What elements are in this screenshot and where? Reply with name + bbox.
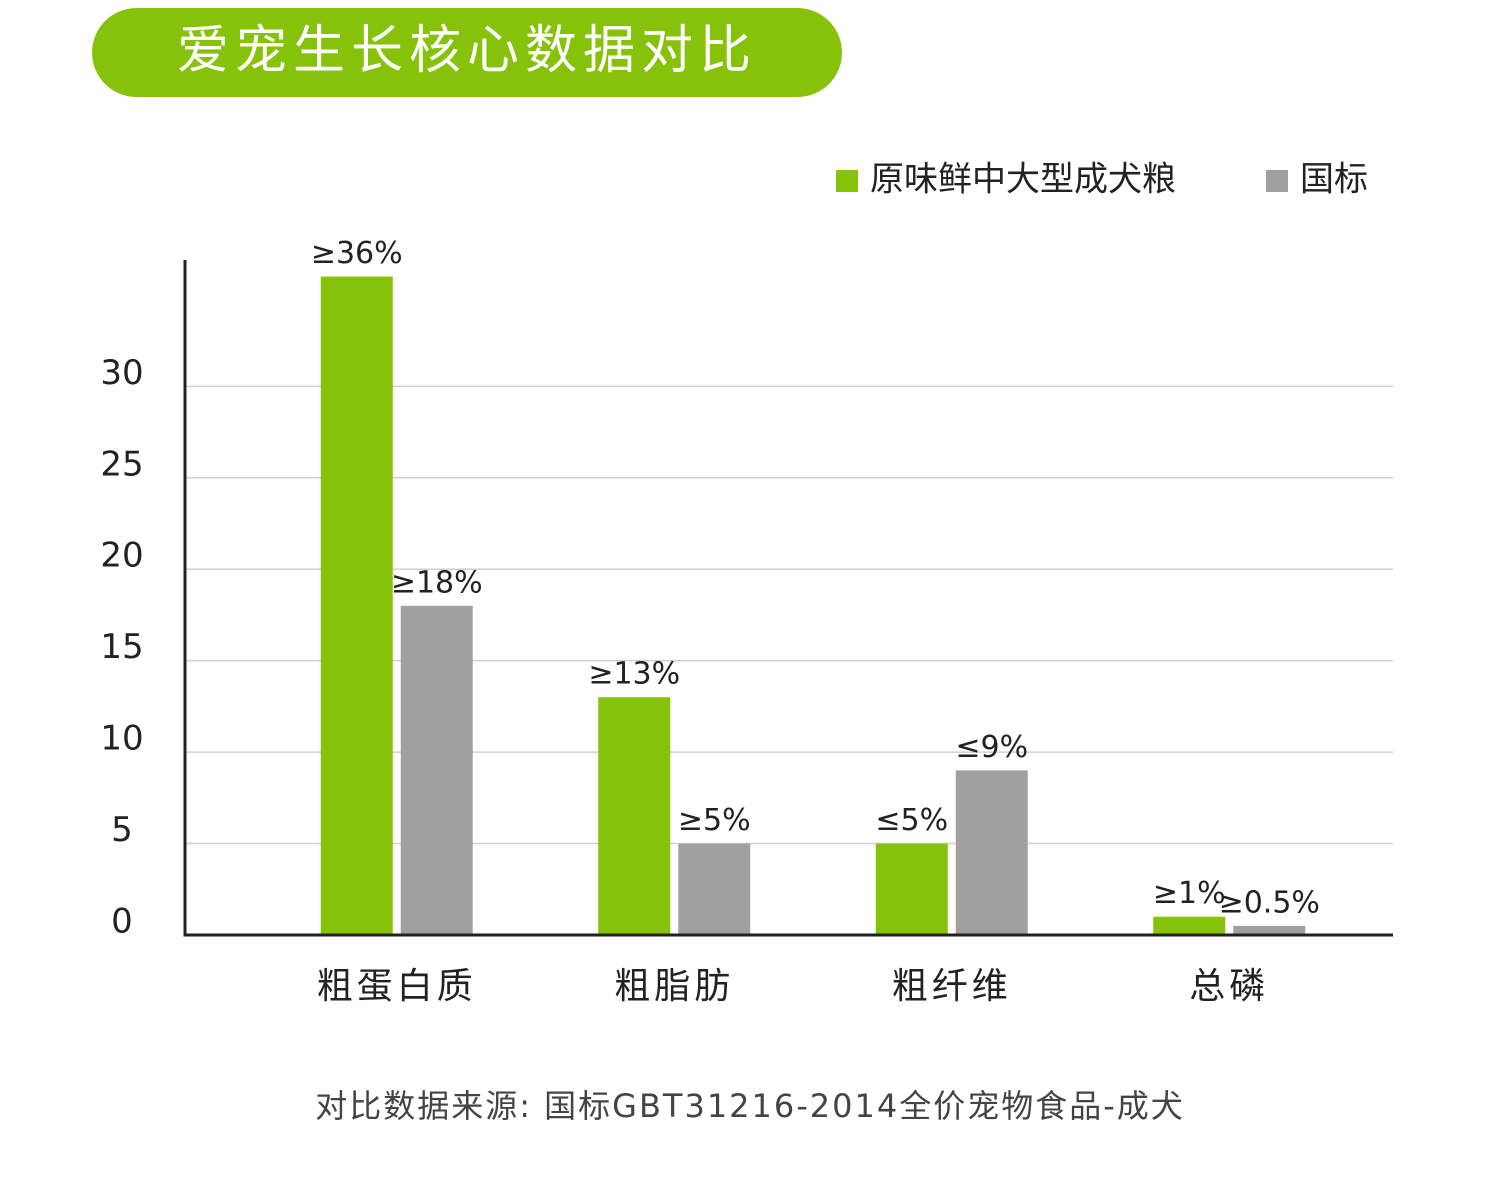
legend-label: 原味鲜中大型成犬粮 [870, 160, 1176, 200]
y-tick-label: 5 [111, 810, 133, 850]
bar [1153, 916, 1226, 935]
value-label: ≥36% [311, 236, 403, 271]
bar [400, 605, 473, 935]
value-label: ≤9% [955, 730, 1028, 765]
bar [598, 697, 671, 935]
y-tick-label: 0 [111, 902, 133, 942]
bar [955, 770, 1028, 935]
legend-swatch [1266, 170, 1288, 192]
x-tick-label: 粗脂肪 [614, 966, 734, 1007]
source-note: 对比数据来源: 国标GBT31216-2014全价宠物食品-成犬 [315, 1087, 1185, 1125]
bar [678, 843, 751, 935]
legend-swatch [836, 170, 858, 192]
title-pill [92, 8, 842, 97]
x-tick-label: 粗纤维 [892, 966, 1012, 1007]
x-tick-label: 粗蛋白质 [317, 966, 477, 1007]
legend-label: 国标 [1300, 160, 1368, 200]
value-label: ≥5% [678, 803, 751, 838]
bar [320, 276, 393, 935]
value-label: ≥13% [588, 657, 680, 692]
title: 爱宠生长核心数据对比 [177, 21, 757, 81]
value-label: ≥0.5% [1219, 885, 1320, 920]
y-tick-label: 10 [100, 719, 143, 759]
y-tick-label: 30 [100, 353, 143, 393]
y-tick-label: 25 [100, 444, 143, 484]
y-tick-label: 15 [100, 627, 143, 667]
value-label: ≤5% [875, 803, 948, 838]
bar [1233, 925, 1306, 935]
value-label: ≥1% [1153, 876, 1226, 911]
bar [875, 843, 948, 935]
y-tick-label: 20 [100, 536, 143, 576]
x-tick-label: 总磷 [1189, 966, 1269, 1007]
value-label: ≥18% [391, 565, 483, 600]
